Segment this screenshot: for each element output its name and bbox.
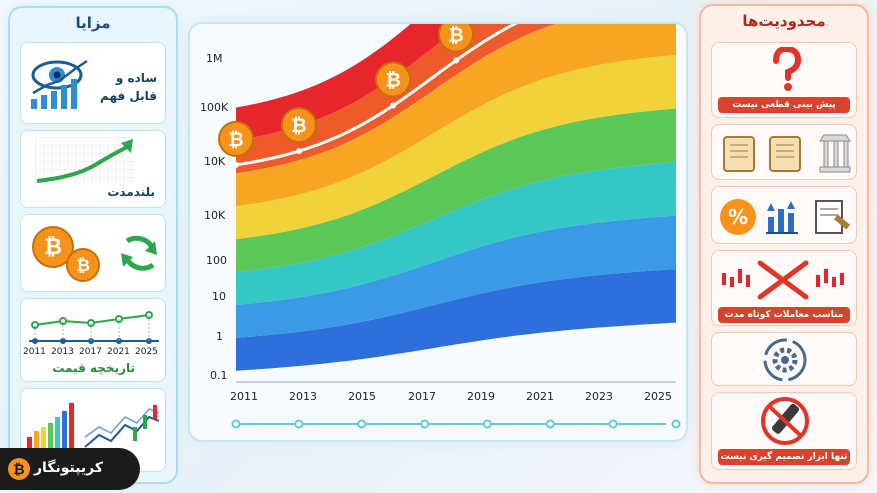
limitation-card-gear — [711, 332, 857, 386]
x-tick-label: 2023 — [585, 390, 613, 403]
y-tick-label: 10K — [204, 209, 226, 222]
y-tick-label: 1M — [206, 52, 223, 65]
advantage-card-simple: ساده و قابل فهم — [20, 42, 166, 124]
brand-bar: ₿ کریپتونگار — [0, 448, 140, 490]
rainbow-band — [236, 54, 676, 240]
x-tick-label: 2019 — [467, 390, 495, 403]
rainbow-band — [236, 24, 556, 174]
x-tick-label: 2011 — [230, 390, 258, 403]
advantage-card-history: 2011 2013 2017 2021 2025 تاریخچه قیمت — [20, 298, 166, 382]
y-tick-label: 10K — [204, 155, 226, 168]
rainbow-band — [236, 24, 676, 207]
svg-text:%: % — [728, 205, 748, 229]
no-pen-icon — [761, 397, 809, 445]
svg-text:₿: ₿ — [448, 25, 463, 47]
rainbow-chart: ₿₿₿₿₿₿ — [218, 24, 681, 429]
percent-stats-icon: % — [720, 199, 851, 235]
question-mark-icon — [773, 47, 802, 91]
advantage-label-longterm: بلندمدت — [107, 185, 155, 199]
x-tick-label: 2025 — [644, 390, 672, 403]
rainbow-band — [236, 108, 676, 273]
limitations-panel: محدودیت‌ها پیش بینی قطعی نیست % — [699, 4, 869, 484]
rainbow-chart-panel: ₿₿₿₿₿₿ 1M 100K 10K 10K 100 10 1 0.1 2011… — [188, 22, 688, 442]
limitation-card-decision: تنها ابزار تصمیم گیری نیست — [711, 392, 857, 470]
growth-arrow-icon — [35, 137, 135, 185]
svg-text:₿: ₿ — [76, 256, 90, 276]
timeline-dot — [294, 419, 304, 429]
x-tick-label: 2015 — [348, 390, 376, 403]
timeline-dot — [671, 419, 681, 429]
advantages-title: مزایا — [75, 14, 111, 32]
rainbow-band — [236, 269, 676, 371]
limitation-card-prediction: پیش بینی قطعی نیست — [711, 42, 857, 118]
advantage-card-longterm: بلندمدت — [20, 130, 166, 208]
timeline-dot — [420, 419, 430, 429]
timeline-dot — [608, 419, 618, 429]
limitation-label-shortterm: مناسب معاملات کوتاه مدت نیست — [718, 307, 850, 336]
y-tick-label: 10 — [212, 290, 226, 303]
advantage-label-line2: قابل فهم — [100, 89, 157, 103]
y-tick-label: 0.1 — [210, 369, 228, 382]
limitation-card-shortterm: مناسب معاملات کوتاه مدت نیست — [711, 250, 857, 336]
y-tick-label: 1 — [216, 330, 223, 343]
timeline-year: 2017 — [79, 347, 102, 357]
bitcoin-marker: ₿ — [218, 120, 254, 168]
advantage-label-history: تاریخچه قیمت — [52, 361, 135, 375]
bitcoin-marker: ₿ — [280, 107, 317, 155]
svg-text:₿: ₿ — [385, 70, 400, 92]
bitcoin-cycle-icon: ₿ ₿ — [32, 226, 157, 282]
crossed-candles-icon — [722, 260, 844, 300]
timeline-dot — [357, 419, 367, 429]
timeline-year: 2025 — [135, 347, 158, 357]
svg-text:₿: ₿ — [291, 115, 306, 137]
eye-chart-icon — [31, 59, 88, 109]
timeline-year: 2021 — [107, 347, 130, 357]
y-tick-label: 100K — [200, 101, 229, 114]
limitation-label-prediction: پیش بینی قطعی نیست — [718, 97, 850, 113]
bitcoin-marker: ₿ — [438, 24, 474, 64]
gear-cycle-icon — [763, 338, 807, 382]
x-tick-label: 2021 — [526, 390, 554, 403]
advantage-label-line1: ساده و — [115, 71, 157, 85]
svg-text:₿: ₿ — [13, 462, 24, 478]
bitcoin-logo-icon: ₿ — [8, 458, 30, 480]
advantage-label-simple: ساده و قابل فهم — [100, 69, 157, 105]
x-tick-label: 2013 — [289, 390, 317, 403]
limitation-label-decision: تنها ابزار تصمیم گیری نیست — [718, 449, 850, 465]
rainbow-band — [236, 215, 676, 338]
timeline-icon — [29, 311, 159, 344]
y-tick-label: 100 — [206, 254, 227, 267]
svg-text:₿: ₿ — [228, 129, 243, 151]
timeline-year: 2011 — [23, 347, 46, 357]
advantages-panel: مزایا ساده و قابل فهم بلندمدت ₿ ₿ — [8, 6, 178, 484]
x-tick-label: 2017 — [408, 390, 436, 403]
brand-name: کریپتونگار — [34, 460, 104, 476]
scroll-pillar-icon — [723, 134, 851, 173]
advantage-card-cycle: ₿ ₿ — [20, 214, 166, 292]
limitation-card-documents — [711, 124, 857, 180]
timeline-dot — [545, 419, 555, 429]
timeline-dot — [231, 419, 241, 429]
limitation-card-stats: % — [711, 186, 857, 244]
timeline-dot — [482, 419, 492, 429]
limitations-title: محدودیت‌ها — [742, 12, 826, 30]
rainbow-band — [236, 162, 676, 305]
svg-text:₿: ₿ — [44, 235, 62, 260]
timeline-year: 2013 — [51, 347, 74, 357]
bitcoin-marker: ₿ — [375, 61, 412, 109]
